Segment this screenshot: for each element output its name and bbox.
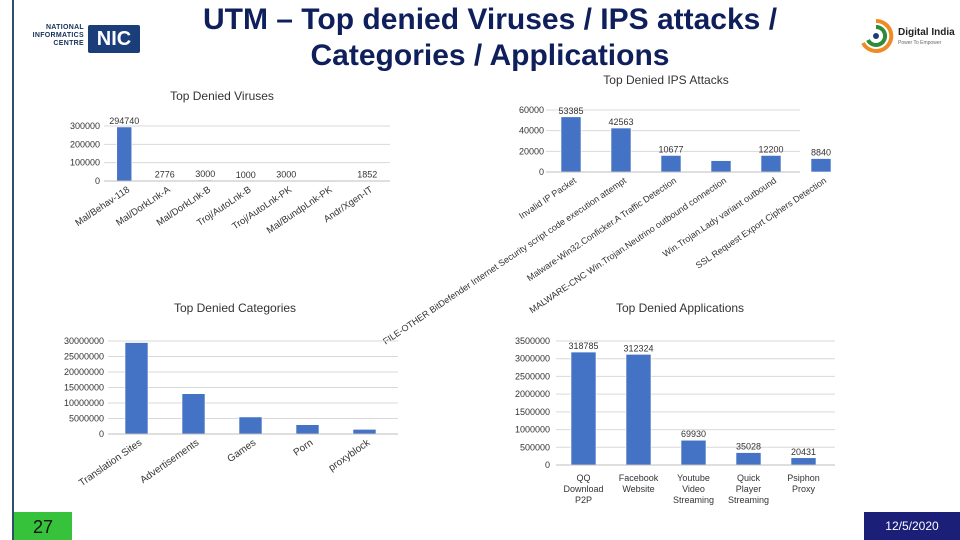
ips-data-label: 10677 (658, 144, 683, 154)
applications-bar (625, 354, 652, 466)
applications-chart-title: Top Denied Applications (616, 301, 744, 315)
applications-data-label: 318785 (568, 341, 598, 351)
applications-category-label: Video (682, 484, 705, 494)
categories-bar (295, 424, 320, 435)
categories-bar (124, 342, 149, 435)
applications-category-label: QQ (576, 473, 590, 483)
categories-ytick-label: 0 (99, 429, 104, 439)
viruses-data-label: 2776 (155, 169, 175, 179)
viruses-data-label: 1000 (236, 170, 256, 180)
nic-line-1: NATIONAL (45, 24, 84, 31)
applications-bar (790, 457, 817, 466)
categories-category-label: proxyblock (327, 437, 373, 474)
applications-ytick-label: 1500000 (515, 407, 550, 417)
ips-data-label: 42563 (608, 117, 633, 127)
ips-ytick-label: 20000 (519, 146, 544, 156)
ips-bar (660, 155, 682, 173)
applications-category-label: P2P (575, 495, 592, 505)
applications-data-label: 35028 (736, 442, 761, 452)
ips-chart-title: Top Denied IPS Attacks (603, 73, 728, 87)
categories-category-label: Porn (292, 437, 316, 458)
categories-ytick-label: 30000000 (64, 336, 104, 346)
ips-bar (610, 127, 632, 173)
applications-ytick-label: 3500000 (515, 336, 550, 346)
nic-line-3: CENTRE (53, 40, 84, 47)
viruses-ytick-label: 0 (95, 176, 100, 186)
categories-category-label: Advertisements (138, 437, 201, 486)
applications-ytick-label: 3000000 (515, 354, 550, 364)
ips-bar (760, 155, 782, 173)
categories-bar (181, 393, 206, 435)
applications-data-label: 312324 (623, 343, 653, 353)
ips-bar (710, 160, 732, 173)
applications-ytick-label: 2500000 (515, 371, 550, 381)
applications-category-label: Facebook (619, 473, 659, 483)
viruses-chart-title: Top Denied Viruses (170, 89, 274, 103)
applications-category-label: Player (736, 484, 762, 494)
applications-category-label: Psiphon (787, 473, 820, 483)
digital-india-icon (861, 18, 894, 53)
categories-ytick-label: 15000000 (64, 383, 104, 393)
viruses-bar (116, 126, 133, 182)
applications-category-label: Streaming (728, 495, 769, 505)
applications-bar (680, 439, 707, 466)
viruses-data-label: 3000 (195, 169, 215, 179)
viruses-data-label: 3000 (276, 170, 296, 180)
categories-ytick-label: 25000000 (64, 352, 104, 362)
applications-category-label: Website (622, 484, 654, 494)
applications-category-label: Download (563, 484, 603, 494)
applications-data-label: 69930 (681, 429, 706, 439)
ips-ytick-label: 0 (539, 167, 544, 177)
applications-ytick-label: 1000000 (515, 425, 550, 435)
slide-date: 12/5/2020 (864, 512, 960, 540)
viruses-ytick-label: 100000 (70, 158, 100, 168)
applications-category-label: Quick (737, 473, 761, 483)
ips-bar (560, 116, 582, 173)
ips-data-label: 12200 (758, 144, 783, 154)
viruses-ytick-label: 200000 (70, 139, 100, 149)
categories-chart-title: Top Denied Categories (174, 301, 296, 315)
applications-ytick-label: 2000000 (515, 389, 550, 399)
applications-ytick-label: 0 (545, 460, 550, 470)
viruses-ytick-label: 300000 (70, 121, 100, 131)
categories-ytick-label: 10000000 (64, 398, 104, 408)
categories-ytick-label: 5000000 (69, 414, 104, 424)
nic-logo-text: NATIONAL INFORMATICS CENTRE (14, 24, 84, 48)
nic-mark: NIC (88, 25, 140, 53)
slide-number: 27 (14, 512, 72, 540)
viruses-data-label: 294740 (109, 116, 139, 126)
ips-ytick-label: 60000 (519, 105, 544, 115)
categories-category-label: Translation Sites (77, 437, 144, 489)
left-border-rule (12, 0, 14, 540)
applications-ytick-label: 500000 (520, 442, 550, 452)
nic-logo: NATIONAL INFORMATICS CENTRE NIC (14, 22, 140, 58)
categories-ytick-label: 20000000 (64, 367, 104, 377)
ips-data-label: 53385 (558, 106, 583, 116)
applications-bar (735, 452, 762, 466)
digital-india-name: Digital India (898, 27, 955, 38)
applications-bar (570, 351, 597, 466)
applications-category-label: Streaming (673, 495, 714, 505)
ips-data-label: 8840 (811, 148, 831, 158)
categories-bar (352, 429, 377, 435)
ips-category-label: FILE-OTHER BitDefender Internet Security… (381, 175, 628, 346)
viruses-data-label: 1852 (357, 170, 377, 180)
applications-category-label: Youtube (677, 473, 710, 483)
applications-data-label: 20431 (791, 447, 816, 457)
digital-india-tagline: Power To Empower (898, 40, 942, 46)
categories-category-label: Games (226, 437, 259, 464)
slide-title: UTM – Top denied Viruses / IPS attacks /… (202, 3, 778, 72)
digital-india-logo: Digital India Power To Empower (858, 18, 958, 58)
categories-bar (238, 416, 263, 435)
ips-ytick-label: 40000 (519, 126, 544, 136)
ips-bar (810, 158, 832, 173)
applications-category-label: Proxy (792, 484, 816, 494)
nic-line-2: INFORMATICS (32, 32, 84, 39)
